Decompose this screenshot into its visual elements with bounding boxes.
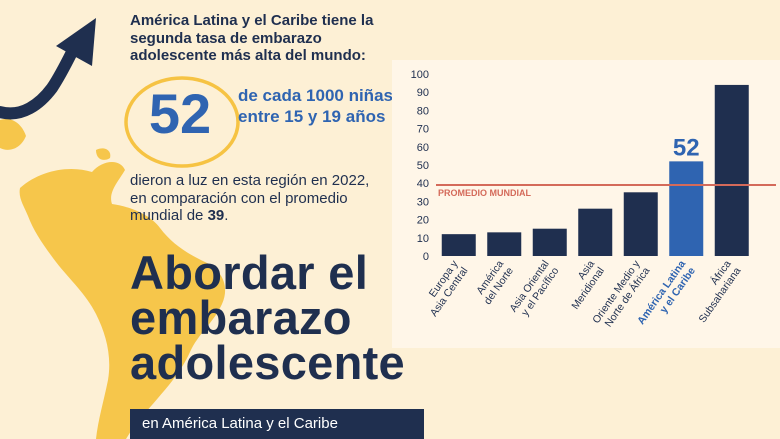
- data-label: 52: [673, 134, 700, 161]
- y-tick-label: 10: [417, 233, 429, 245]
- statistic-caption: de cada 1000 niñas entre 15 y 19 años: [238, 86, 393, 126]
- y-tick-label: 80: [417, 105, 429, 117]
- detail-prefix: dieron a luz en esta región en 2022, en …: [130, 172, 370, 224]
- intro-text: América Latina y el Caribe tiene la segu…: [130, 12, 374, 64]
- bars: 52: [441, 84, 749, 256]
- bar: [532, 228, 567, 256]
- y-tick-label: 20: [417, 215, 429, 227]
- highlight-ring: [124, 76, 240, 168]
- world-average-value: 39: [207, 207, 225, 224]
- y-tick-label: 40: [417, 178, 429, 190]
- reference-line-label: PROMEDIO MUNDIAL: [438, 188, 531, 198]
- region-banner: en América Latina y el Caribe: [130, 409, 424, 439]
- y-tick-label: 100: [411, 69, 429, 81]
- detail-suffix: .: [224, 207, 229, 224]
- reference-line: PROMEDIO MUNDIAL: [436, 184, 776, 198]
- y-tick-label: 0: [423, 251, 429, 263]
- y-tick-label: 70: [417, 124, 429, 136]
- bar: [623, 192, 658, 256]
- bar: [441, 234, 476, 256]
- page-title: Abordar el embarazo adolescente: [130, 246, 405, 389]
- detail-text: dieron a luz en esta región en 2022, en …: [130, 172, 390, 225]
- big-statistic: 52: [148, 82, 212, 145]
- y-tick-label: 50: [417, 160, 429, 172]
- bar: [669, 161, 704, 256]
- y-tick-label: 30: [417, 196, 429, 208]
- bar: [487, 232, 522, 256]
- bar: [714, 84, 749, 256]
- bar-chart: 0 10 20 30 40 50 60 70 80 90 100 52 PROMEDIO MUNDI…: [411, 69, 776, 330]
- bar: [578, 208, 613, 256]
- y-axis: 0 10 20 30 40 50 60 70 80 90 100: [411, 69, 429, 263]
- y-tick-label: 90: [417, 87, 429, 99]
- y-tick-label: 60: [417, 142, 429, 154]
